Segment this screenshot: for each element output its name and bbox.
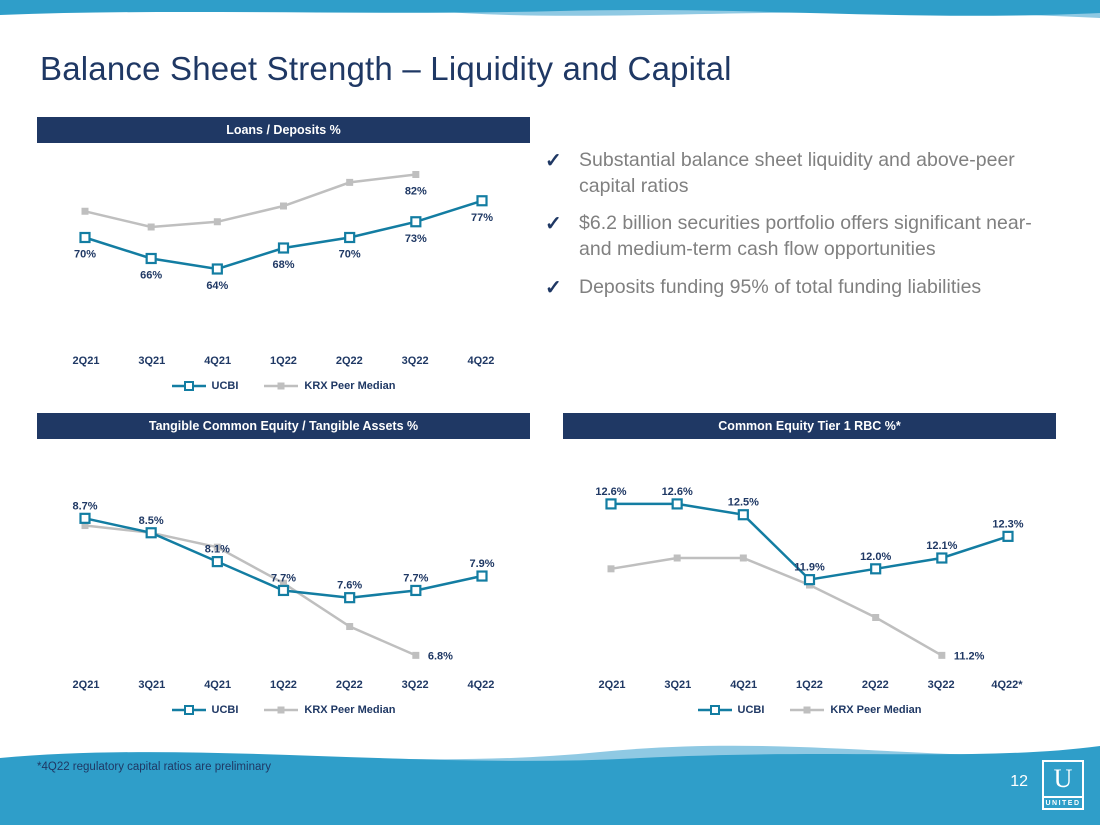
svg-text:11.9%: 11.9%	[794, 562, 825, 574]
legend-marker-icon	[171, 705, 206, 715]
bullet-text: Deposits funding 95% of total funding li…	[579, 275, 982, 298]
chart-title: Common Equity Tier 1 RBC %*	[563, 413, 1056, 439]
legend-item: UCBI	[171, 380, 239, 392]
x-tick-label: 3Q22	[401, 355, 429, 367]
svg-text:82%: 82%	[405, 186, 427, 198]
page-title: Balance Sheet Strength – Liquidity and C…	[40, 50, 732, 87]
x-tick-label: 1Q22	[796, 679, 823, 691]
x-tick-label: 4Q22	[467, 355, 495, 367]
x-tick-label: 4Q22	[467, 679, 495, 691]
chart-cet1: Common Equity Tier 1 RBC %* 11.2% 12.6% 12…	[563, 413, 1056, 716]
bullet-text: Substantial balance sheet liquidity and …	[579, 149, 1015, 197]
x-tick-label: 3Q22	[927, 679, 955, 691]
x-tick-label: 1Q22	[270, 355, 297, 367]
legend-label: KRX Peer Median	[304, 704, 396, 716]
x-tick-label: 2Q21	[72, 355, 100, 367]
line-chart: 82% 70% 66% 64% 68% 70% 73% 77%	[74, 171, 493, 292]
bullet-item: ✓ $6.2 billion securities portfolio offe…	[545, 211, 1061, 262]
legend-item: KRX Peer Median	[264, 380, 395, 392]
svg-text:12.6%: 12.6%	[595, 486, 626, 498]
chart-legend: UCBI KRX Peer Median	[563, 704, 1056, 716]
legend-item: UCBI	[171, 704, 239, 716]
svg-text:8.5%: 8.5%	[139, 515, 164, 527]
legend-marker-icon	[171, 381, 206, 391]
checkmark-icon: ✓	[545, 150, 562, 172]
svg-text:12.1%: 12.1%	[926, 540, 957, 552]
chart-loans-deposits: Loans / Deposits % 82% 70% 66% 64% 68% 70% 73%…	[37, 117, 530, 392]
legend-label: UCBI	[211, 380, 239, 392]
svg-text:12.3%: 12.3%	[992, 518, 1023, 530]
x-tick-label: 2Q22	[861, 679, 889, 691]
checkmark-icon: ✓	[545, 213, 562, 236]
logo-letter: U	[1053, 764, 1073, 793]
svg-text:7.7%: 7.7%	[403, 572, 428, 584]
svg-text:12.6%: 12.6%	[662, 486, 693, 498]
legend-label: KRX Peer Median	[304, 380, 396, 392]
svg-text:68%: 68%	[272, 259, 294, 271]
x-tick-label: 4Q21	[204, 679, 232, 691]
x-axis-labels: 2Q21 3Q21 4Q21 1Q22 2Q22 3Q22 4Q22	[37, 679, 530, 691]
svg-text:8.1%: 8.1%	[205, 544, 230, 556]
x-tick-label: 1Q22	[270, 679, 297, 691]
svg-text:7.6%: 7.6%	[337, 580, 362, 592]
bullet-item: ✓ Substantial balance sheet liquidity an…	[545, 148, 1061, 199]
bottom-wave-decoration	[0, 745, 1100, 825]
legend-label: UCBI	[737, 704, 765, 716]
x-tick-label: 3Q22	[401, 679, 429, 691]
chart-tce-ta: Tangible Common Equity / Tangible Assets…	[37, 413, 530, 716]
x-tick-label: 4Q22*	[991, 679, 1023, 691]
legend-item: KRX Peer Median	[264, 704, 395, 716]
x-tick-label: 4Q21	[730, 679, 758, 691]
footnote: *4Q22 regulatory capital ratios are prel…	[37, 761, 271, 773]
top-wave-decoration	[0, 0, 1100, 18]
svg-text:11.2%: 11.2%	[954, 650, 985, 662]
svg-text:12.0%: 12.0%	[860, 551, 891, 563]
x-axis-labels: 2Q21 3Q21 4Q21 1Q22 2Q22 3Q22 4Q22*	[563, 679, 1056, 691]
chart-title: Tangible Common Equity / Tangible Assets…	[37, 413, 530, 439]
legend-label: UCBI	[211, 704, 239, 716]
line-chart: 11.2% 12.6% 12.6% 12.5% 11.9% 12.0% 12.1% 12.3%	[595, 486, 1023, 662]
svg-text:6.8%: 6.8%	[428, 650, 453, 662]
x-axis-labels: 2Q21 3Q21 4Q21 1Q22 2Q22 3Q22 4Q22	[37, 355, 530, 367]
chart-legend: UCBI KRX Peer Median	[37, 704, 530, 716]
svg-text:8.7%: 8.7%	[72, 500, 97, 512]
key-points: ✓ Substantial balance sheet liquidity an…	[545, 148, 1061, 301]
legend-marker-icon	[264, 382, 299, 390]
x-tick-label: 3Q21	[664, 679, 692, 691]
svg-text:7.7%: 7.7%	[271, 572, 296, 584]
svg-text:12.5%: 12.5%	[728, 497, 759, 509]
x-tick-label: 2Q21	[72, 679, 100, 691]
logo-name: UNITED	[1044, 796, 1082, 808]
chart-title: Loans / Deposits %	[37, 117, 530, 143]
legend-label: KRX Peer Median	[830, 704, 922, 716]
svg-text:70%: 70%	[339, 249, 361, 261]
svg-text:66%: 66%	[140, 270, 162, 282]
legend-marker-icon	[697, 705, 732, 715]
x-tick-label: 2Q22	[335, 679, 363, 691]
x-tick-label: 2Q21	[598, 679, 626, 691]
x-tick-label: 4Q21	[204, 355, 232, 367]
x-tick-label: 3Q21	[138, 679, 166, 691]
svg-text:7.9%: 7.9%	[469, 558, 494, 570]
legend-marker-icon	[790, 706, 825, 714]
bullet-item: ✓ Deposits funding 95% of total funding …	[545, 275, 1061, 301]
legend-item: KRX Peer Median	[790, 704, 921, 716]
page-number: 12	[1010, 773, 1028, 790]
legend-marker-icon	[264, 706, 299, 714]
svg-text:73%: 73%	[405, 233, 427, 245]
svg-text:77%: 77%	[471, 212, 493, 224]
x-tick-label: 2Q22	[335, 355, 363, 367]
svg-text:64%: 64%	[206, 280, 228, 292]
line-chart: 6.8% 8.7% 8.5% 8.1% 7.7% 7.6% 7.7% 7.9%	[72, 500, 494, 662]
legend-item: UCBI	[697, 704, 765, 716]
united-logo: U UNITED	[1042, 760, 1084, 810]
x-tick-label: 3Q21	[138, 355, 166, 367]
svg-text:70%: 70%	[74, 249, 96, 261]
bullet-text: $6.2 billion securities portfolio offers…	[579, 212, 1032, 261]
checkmark-icon: ✓	[545, 276, 562, 299]
chart-legend: UCBI KRX Peer Median	[37, 380, 530, 392]
